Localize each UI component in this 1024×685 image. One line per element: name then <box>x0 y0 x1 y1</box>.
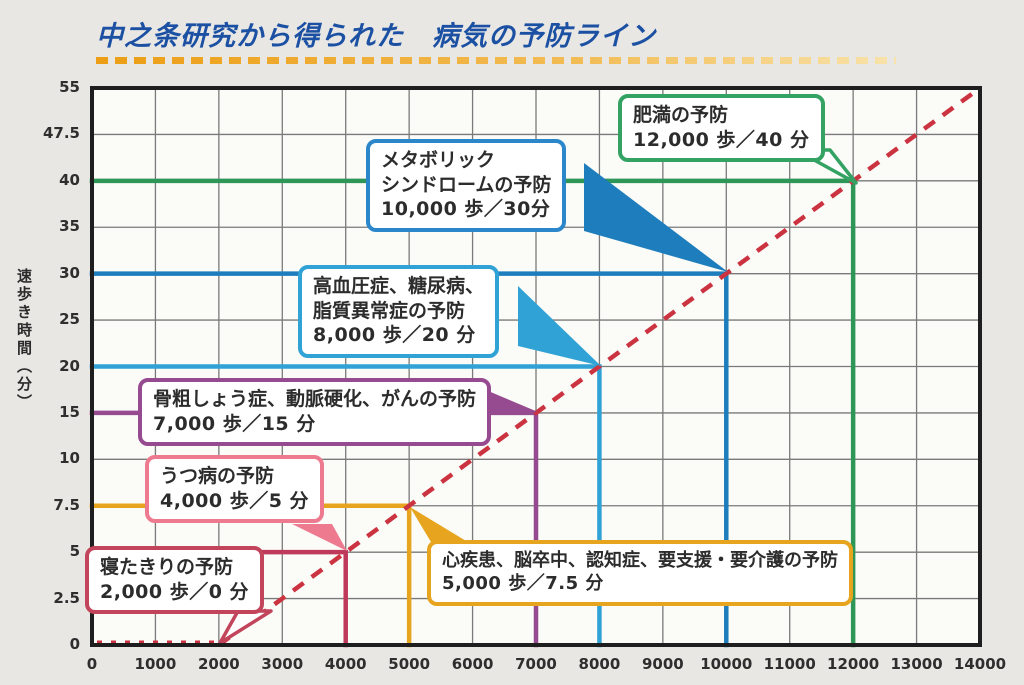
callout-metabolic-syndrome: メタボリック シンドロームの予防 10,000 歩／30分 <box>366 139 567 233</box>
y-tick-label: 30 <box>59 263 80 282</box>
callout-value: 4,000 歩／5 分 <box>160 489 310 512</box>
y-tick-label: 0 <box>69 635 80 653</box>
x-tick-label: 8000 <box>578 655 621 673</box>
tail-metabolic-syndrome <box>584 163 728 272</box>
callout-title: 骨粗しょう症、動脈硬化、がんの予防 <box>153 388 477 410</box>
x-tick-label: 9000 <box>641 655 684 673</box>
callout-title: 脂質異常症の予防 <box>313 299 466 322</box>
y-axis-title: 速歩き時間（分） <box>15 268 33 412</box>
x-tick-label: 7000 <box>515 655 557 673</box>
y-tick-label: 5 <box>69 542 80 561</box>
x-tick-label: 13000 <box>890 655 943 673</box>
callout-value: 2,000 歩／0 分 <box>100 580 250 603</box>
x-tick-label: 14000 <box>953 655 1007 673</box>
x-tick-label: 6000 <box>451 655 494 673</box>
y-tick-label: 7.5 <box>53 495 80 514</box>
tail-hypertension-diabetes-dyslipidemia <box>518 286 601 366</box>
y-tick-label: 25 <box>59 310 80 329</box>
callout-value: 8,000 歩／20 分 <box>313 324 476 347</box>
callout-title: メタボリック <box>381 149 496 171</box>
x-tick-label: 4000 <box>324 655 367 673</box>
x-tick-label: 10000 <box>700 655 753 673</box>
y-tick-label: 2.5 <box>53 588 80 607</box>
callout-title: 寝たきりの予防 <box>100 556 234 578</box>
title-underline-decoration <box>96 57 896 64</box>
x-tick-label: 5000 <box>388 655 431 673</box>
callout-obesity: 肥満の予防 12,000 歩／40 分 <box>618 94 825 163</box>
x-tick-label: 1000 <box>134 655 177 673</box>
y-tick-label: 35 <box>59 217 80 236</box>
y-tick-label: 20 <box>59 356 80 375</box>
callout-depression: うつ病の予防 4,000 歩／5 分 <box>145 455 325 524</box>
callout-value: 7,000 歩／15 分 <box>153 412 316 435</box>
callout-title: 肥満の予防 <box>633 104 729 126</box>
chart-frame <box>90 86 982 647</box>
page-title: 中之条研究から得られた 病気の予防ライン <box>96 21 656 52</box>
callout-bedridden: 寝たきりの予防 2,000 歩／0 分 <box>85 546 265 615</box>
callout-hypertension-diabetes: 高血圧症、糖尿病、 脂質異常症の予防 8,000 歩／20 分 <box>298 265 500 359</box>
callout-title: 心疾患、脳卒中、認知症、要支援・要介護の予防 <box>442 550 838 571</box>
x-tick-label: 12000 <box>827 655 880 673</box>
y-tick-label: 47.5 <box>42 124 80 143</box>
tail-depression <box>292 524 347 551</box>
callout-title: うつ病の予防 <box>160 465 275 487</box>
x-tick-label: 3000 <box>261 655 304 673</box>
callout-value: 10,000 歩／30分 <box>381 198 551 221</box>
y-tick-label: 55 <box>59 78 80 96</box>
y-tick-label: 40 <box>59 170 80 189</box>
y-tick-label: 10 <box>59 449 80 468</box>
callout-title: 高血圧症、糖尿病、 <box>313 275 485 297</box>
callout-osteoporosis-cancer: 骨粗しょう症、動脈硬化、がんの予防 7,000 歩／15 分 <box>138 378 492 447</box>
tail-heart-stroke-dementia-care <box>410 507 476 547</box>
x-tick-label: 2000 <box>197 655 240 673</box>
y-tick-label: 15 <box>59 402 80 421</box>
callout-value: 12,000 歩／40 分 <box>633 128 810 151</box>
callout-value: 5,000 歩／7.5 分 <box>442 573 604 595</box>
callout-title: シンドロームの予防 <box>381 173 552 196</box>
callout-heart-stroke-dementia: 心疾患、脳卒中、認知症、要支援・要介護の予防 5,000 歩／7.5 分 <box>427 540 853 606</box>
x-tick-label: 11000 <box>763 655 816 673</box>
x-tick-label: 0 <box>86 655 98 673</box>
